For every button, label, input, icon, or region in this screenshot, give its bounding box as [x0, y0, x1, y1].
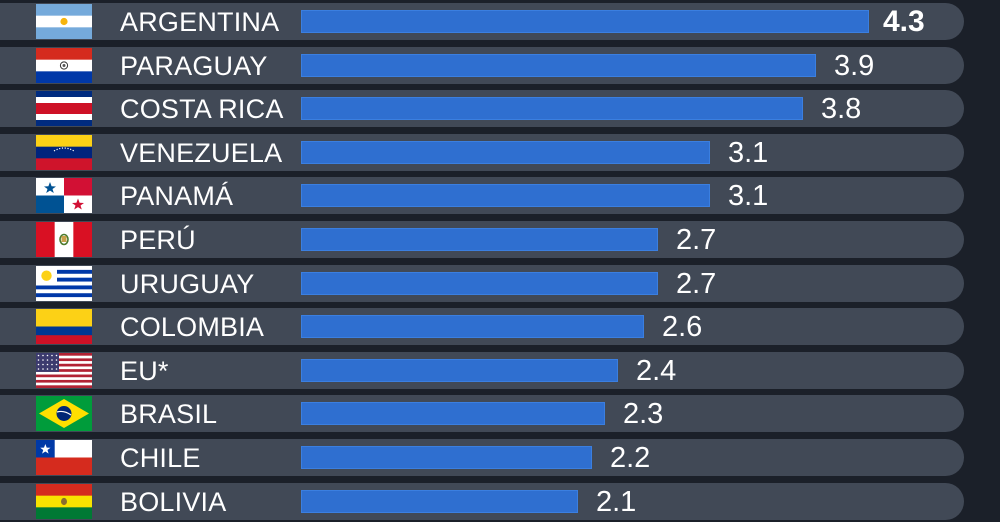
value-label: 2.6 [662, 311, 703, 343]
category-label: BOLIVIA [120, 487, 227, 517]
category-label: COSTA RICA [120, 94, 284, 124]
category-label: VENEZUELA [120, 138, 283, 168]
category-label: PARAGUAY [120, 51, 268, 81]
category-label: EU* [120, 356, 169, 386]
chart-row-colombia: COLOMBIA 2.6 [0, 308, 964, 345]
value-label: 2.1 [596, 486, 637, 518]
value-label: 2.7 [676, 224, 717, 256]
costa-rica-flag-icon [36, 91, 92, 126]
paraguay-flag-icon [36, 48, 92, 83]
bar-paraguay [301, 54, 816, 77]
usa-flag-icon [36, 353, 92, 388]
colombia-flag-icon [36, 309, 92, 344]
chart-row-chile: CHILE 2.2 [0, 439, 964, 476]
category-label: BRASIL [120, 399, 218, 429]
bar-colombia [301, 315, 644, 338]
bar-peru [301, 228, 658, 251]
panama-flag-icon [36, 178, 92, 213]
value-label: 2.3 [623, 398, 664, 430]
category-label: ARGENTINA [120, 7, 280, 37]
bar-eu [301, 359, 618, 382]
peru-flag-icon [36, 222, 92, 257]
chart-row-uruguay: URUGUAY 2.7 [0, 265, 964, 302]
chart-row-bolivia: BOLIVIA 2.1 [0, 483, 964, 520]
chart-row-venezuela: VENEZUELA 3.1 [0, 134, 964, 171]
category-label: CHILE [120, 443, 201, 473]
chart-row-panama: PANAMÁ 3.1 [0, 177, 964, 214]
value-label: 2.4 [636, 355, 677, 387]
chart-row-paraguay: PARAGUAY 3.9 [0, 47, 964, 84]
value-label: 3.1 [728, 137, 769, 169]
value-label: 3.9 [834, 50, 875, 82]
bar-uruguay [301, 272, 658, 295]
bar-panama [301, 184, 710, 207]
brazil-flag-icon [36, 396, 92, 431]
chile-flag-icon [36, 440, 92, 475]
chart-row-argentina: ARGENTINA 4.3 [0, 3, 964, 40]
value-label: 3.8 [821, 93, 862, 125]
venezuela-flag-icon [36, 135, 92, 170]
value-label: 3.1 [728, 180, 769, 212]
bar-costa-rica [301, 97, 803, 120]
bar-venezuela [301, 141, 710, 164]
value-label: 2.2 [610, 442, 651, 474]
uruguay-flag-icon [36, 266, 92, 301]
category-label: URUGUAY [120, 269, 255, 299]
chart-row-peru: PERÚ 2.7 [0, 221, 964, 258]
chart-row-brasil: BRASIL 2.3 [0, 395, 964, 432]
category-label: COLOMBIA [120, 312, 265, 342]
chart-row-costa-rica: COSTA RICA 3.8 [0, 90, 964, 127]
bar-bolivia [301, 490, 578, 513]
bar-brasil [301, 402, 605, 425]
chart-row-eu: EU* 2.4 [0, 352, 964, 389]
argentina-flag-icon [36, 4, 92, 39]
bar-chile [301, 446, 592, 469]
bolivia-flag-icon [36, 484, 92, 519]
value-label: 2.7 [676, 268, 717, 300]
category-label: PANAMÁ [120, 181, 234, 211]
bar-argentina [301, 10, 869, 33]
value-label: 4.3 [883, 5, 925, 38]
category-label: PERÚ [120, 225, 196, 255]
